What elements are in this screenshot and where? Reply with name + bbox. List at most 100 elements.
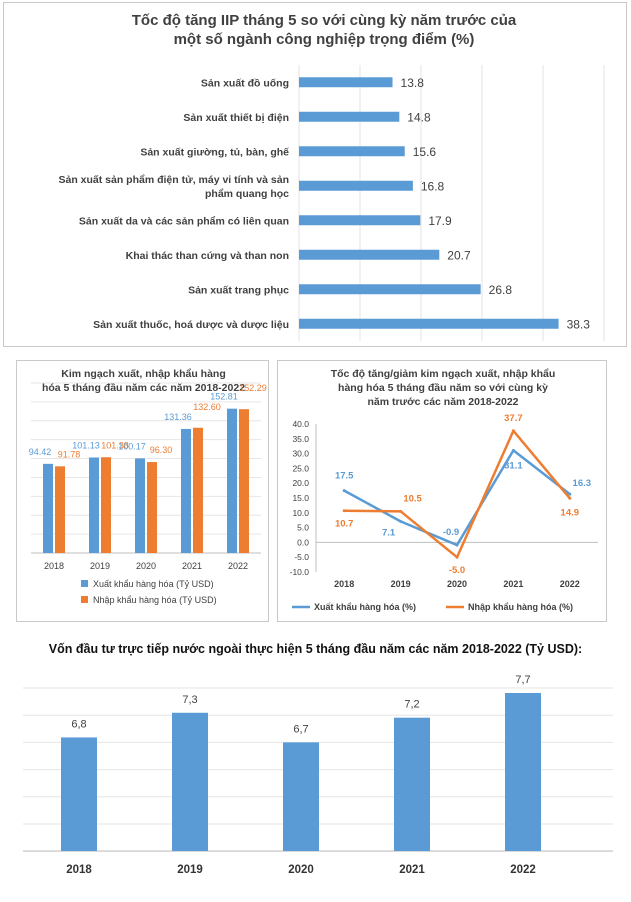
iip-category-label: Sản xuất da và các sản phẩm có liên quan <box>79 215 289 227</box>
import-value-label: 152.29 <box>239 383 267 393</box>
import-legend-label: Nhập khẩu hàng hóa (%) <box>468 602 573 612</box>
export-growth-label: 31.1 <box>504 460 523 471</box>
export-bar <box>135 458 145 553</box>
iip-bar <box>299 111 400 122</box>
export-bar <box>43 463 53 553</box>
growth-title-line-3: năm trước các năm 2018-2022 <box>367 396 519 408</box>
iip-title-line-2: một số ngành công nghiệp trọng điểm (%) <box>173 31 475 48</box>
export-growth-label: 17.5 <box>335 471 354 482</box>
iip-value-label: 17.9 <box>428 214 452 228</box>
iip-value-label: 13.8 <box>401 76 425 90</box>
export-bar <box>89 457 99 553</box>
import-value-label: 101.38 <box>101 440 129 450</box>
import-growth-point <box>455 555 459 559</box>
import-growth-point <box>399 509 403 513</box>
fdi-value-label: 7,3 <box>182 694 197 706</box>
iip-chart-panel: Tốc độ tăng IIP tháng 5 so với cùng kỳ n… <box>3 2 627 347</box>
fdi-value-label: 7,7 <box>515 674 530 686</box>
export-legend-swatch <box>81 580 88 587</box>
export-value-label: 131.36 <box>164 412 192 422</box>
trade-title-line-2: hóa 5 tháng đầu năm các năm 2018-2022 <box>41 382 246 394</box>
import-growth-point <box>342 509 346 513</box>
trade-year-label: 2018 <box>44 561 64 571</box>
import-bar <box>147 462 157 553</box>
growth-year-label: 2020 <box>447 579 467 589</box>
iip-bar <box>299 215 421 226</box>
export-growth-point <box>399 519 403 523</box>
growth-y-tick-label: 30.0 <box>292 449 309 459</box>
trade-chart-title: Kim ngạch xuất, nhập khẩu hàng hóa 5 thá… <box>17 367 270 395</box>
export-bar <box>181 428 191 553</box>
growth-year-label: 2021 <box>503 579 523 589</box>
growth-year-label: 2018 <box>334 579 354 589</box>
iip-bar <box>299 249 440 260</box>
import-growth-label: 10.5 <box>403 493 422 504</box>
trade-year-label: 2022 <box>228 561 248 571</box>
import-bar <box>101 457 111 553</box>
growth-y-tick-label: 20.0 <box>292 478 309 488</box>
iip-value-label: 16.8 <box>421 179 445 193</box>
trade-year-label: 2019 <box>90 561 110 571</box>
export-growth-label: 7.1 <box>382 527 396 538</box>
iip-category-label: Sản xuất trang phục <box>188 284 289 296</box>
growth-chart-title: Tốc độ tăng/giảm kim ngạch xuất, nhập kh… <box>278 367 608 409</box>
export-growth-point <box>342 489 346 493</box>
import-value-label: 91.78 <box>58 449 81 459</box>
growth-y-tick-label: -10.0 <box>290 567 310 577</box>
iip-category-label: Sản xuất sản phẩm điện tử, máy vi tính v… <box>58 174 289 186</box>
growth-title-line-1: Tốc độ tăng/giảm kim ngạch xuất, nhập kh… <box>330 368 556 380</box>
fdi-bar <box>172 712 208 851</box>
iip-category-label: Sản xuất đồ uống <box>201 77 289 89</box>
iip-chart-title: Tốc độ tăng IIP tháng 5 so với cùng kỳ n… <box>44 11 604 49</box>
export-growth-point <box>511 448 515 452</box>
iip-bar <box>299 284 481 295</box>
import-growth-label: 37.7 <box>504 413 523 424</box>
import-growth-label: 14.9 <box>561 507 580 518</box>
growth-y-tick-label: 0.0 <box>297 537 309 547</box>
fdi-year-label: 2022 <box>510 864 536 876</box>
fdi-value-label: 6,7 <box>293 723 308 735</box>
import-value-label: 96.30 <box>150 445 173 455</box>
import-legend-swatch <box>81 596 88 603</box>
iip-bar <box>299 77 393 88</box>
growth-y-tick-label: 40.0 <box>292 419 309 429</box>
iip-bar <box>299 318 559 329</box>
import-growth-point <box>511 429 515 433</box>
fdi-chart-panel: 6,8 2018 7,3 2019 6,7 2020 7,2 2021 7,7 2022 <box>3 665 627 895</box>
export-value-label: 152.81 <box>210 392 238 402</box>
fdi-year-label: 2019 <box>177 864 203 876</box>
growth-y-tick-label: 35.0 <box>292 434 309 444</box>
trade-year-label: 2020 <box>136 561 156 571</box>
export-growth-label: -0.9 <box>443 527 459 538</box>
iip-value-label: 14.8 <box>407 110 431 124</box>
fdi-bar <box>505 693 541 851</box>
fdi-bar <box>283 742 319 851</box>
import-bar <box>239 409 249 553</box>
fdi-year-label: 2021 <box>399 864 425 876</box>
import-legend-label: Nhập khẩu hàng hóa (Tỷ USD) <box>93 595 217 605</box>
growth-y-tick-label: -5.0 <box>294 552 309 562</box>
growth-title-line-2: hàng hóa 5 tháng đầu năm so với cùng kỳ <box>338 382 548 394</box>
export-growth-point <box>455 543 459 547</box>
export-value-label: 100.17 <box>118 441 146 451</box>
export-value-label: 94.42 <box>29 447 52 457</box>
iip-category-label: Sản xuất giường, tủ, bàn, ghế <box>140 146 289 158</box>
import-bar <box>55 466 65 553</box>
iip-bar <box>299 180 413 191</box>
fdi-bar-chart: 6,8 2018 7,3 2019 6,7 2020 7,2 2021 7,7 2022 <box>23 674 613 876</box>
iip-value-label: 20.7 <box>447 248 471 262</box>
growth-y-tick-label: 10.0 <box>292 508 309 518</box>
export-growth-point <box>568 492 572 496</box>
import-value-label: 132.60 <box>193 402 221 412</box>
iip-category-label: Khai thác than cứng và than non <box>126 250 289 262</box>
iip-bar <box>299 146 405 157</box>
fdi-year-label: 2020 <box>288 864 314 876</box>
fdi-bar <box>61 737 97 851</box>
iip-category-label: phẩm quang học <box>205 188 289 200</box>
growth-line-chart: 40.0 35.0 30.0 25.0 20.0 15.0 10.0 5.0 0.0 -5.0 -1… <box>290 413 598 612</box>
fdi-value-label: 7,2 <box>404 699 419 711</box>
export-bar <box>227 408 237 553</box>
export-value-label: 101.13 <box>72 440 100 450</box>
growth-y-tick-label: 15.0 <box>292 493 309 503</box>
iip-category-label: Sản xuất thuốc, hoá dược và dược liệu <box>93 319 289 331</box>
